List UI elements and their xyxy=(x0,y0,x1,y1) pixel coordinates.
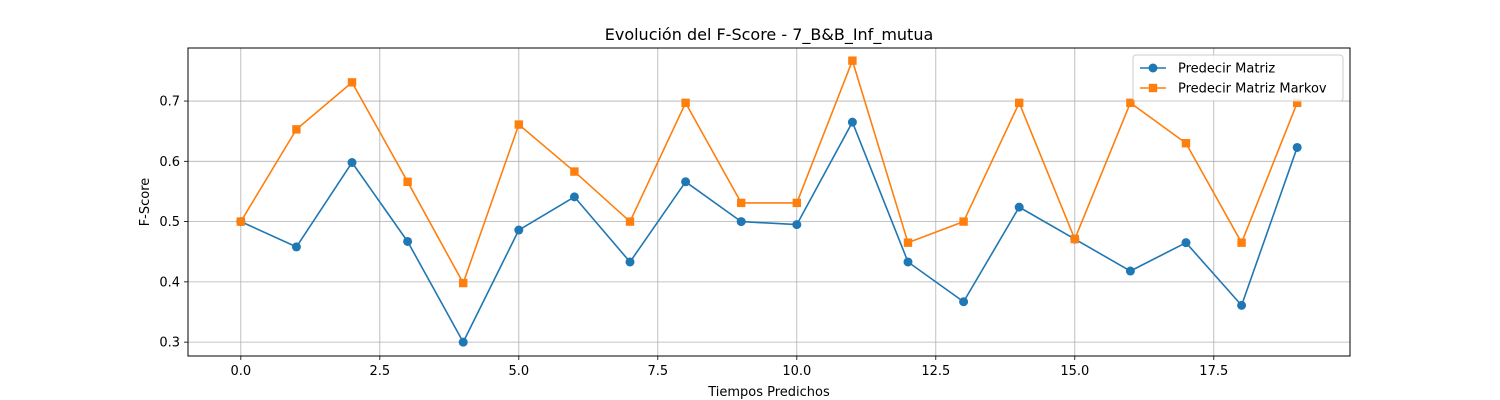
y-tick-label: 0.4 xyxy=(159,275,180,290)
x-tick-label: 10.0 xyxy=(782,364,811,379)
y-tick-label: 0.7 xyxy=(159,95,180,110)
series-1 xyxy=(236,117,1302,347)
data-point-circle xyxy=(458,337,468,347)
data-point-circle xyxy=(625,257,635,267)
data-point-square xyxy=(459,278,468,288)
data-point-square xyxy=(1070,234,1079,244)
y-tick-label: 0.5 xyxy=(159,215,180,230)
data-point-square xyxy=(570,167,579,176)
data-point-circle xyxy=(569,192,579,202)
legend-marker-square xyxy=(1148,83,1158,93)
data-point-circle xyxy=(736,217,746,227)
plot-frame xyxy=(187,47,1351,357)
data-point-square xyxy=(403,177,412,187)
data-point-square xyxy=(1292,98,1302,108)
x-tick-label: 17.5 xyxy=(1199,364,1228,379)
data-point-square xyxy=(292,125,301,134)
y-tick-label: 0.6 xyxy=(159,155,180,170)
data-point-circle xyxy=(514,225,524,235)
data-point-circle xyxy=(403,236,413,246)
x-tick-label: 15.0 xyxy=(1060,364,1089,379)
x-tick-label: 7.5 xyxy=(647,364,668,379)
series-line xyxy=(240,121,1298,343)
data-point-circle xyxy=(847,117,857,127)
data-point-circle xyxy=(959,297,969,307)
data-point-square xyxy=(1181,139,1191,148)
legend-box xyxy=(1132,54,1344,102)
data-point-square xyxy=(1237,238,1246,247)
data-point-square xyxy=(792,198,801,208)
data-point-square xyxy=(1126,98,1135,108)
x-tick-label: 0.0 xyxy=(230,364,251,379)
data-point-circle xyxy=(1014,202,1024,212)
data-point-circle xyxy=(1292,142,1302,152)
data-point-square xyxy=(737,198,746,208)
data-point-circle xyxy=(1181,238,1191,248)
series-2 xyxy=(236,56,1302,288)
data-point-square xyxy=(903,238,913,247)
data-point-circle xyxy=(681,177,691,187)
x-tick-label: 2.5 xyxy=(369,364,390,379)
legend-marker-circle xyxy=(1148,63,1158,73)
data-point-square xyxy=(1014,98,1024,108)
data-point-circle xyxy=(291,242,301,252)
legend: Predecir Matriz Predecir Matriz Markov xyxy=(1132,54,1344,102)
series-layer xyxy=(236,56,1302,347)
chart-title: Evolución del F-Score - 7_B&B_Inf_mutua xyxy=(605,25,934,45)
y-tick-label: 0.3 xyxy=(159,336,180,351)
x-tick-label: 12.5 xyxy=(921,364,950,379)
series-line xyxy=(240,59,1298,284)
data-point-circle xyxy=(347,158,357,168)
data-point-square xyxy=(347,78,357,87)
data-point-circle xyxy=(1125,266,1135,276)
y-ticks: 0.3 0.4 0.5 0.6 0.7 xyxy=(159,95,188,351)
x-tick-label: 5.0 xyxy=(508,364,529,379)
data-point-square xyxy=(848,56,857,65)
data-point-circle xyxy=(792,220,802,230)
data-point-square xyxy=(236,217,246,226)
data-point-square xyxy=(681,98,690,108)
data-point-square xyxy=(514,120,524,129)
legend-label: Predecir Matriz xyxy=(1178,62,1275,77)
y-axis-label: F-Score xyxy=(138,178,153,227)
x-ticks: 0.0 2.5 5.0 7.5 10.0 12.5 15.0 17.5 xyxy=(230,356,1228,379)
legend-label: Predecir Matriz Markov xyxy=(1178,82,1327,97)
x-axis-label: Tiempos Predichos xyxy=(707,385,830,400)
data-point-square xyxy=(959,217,968,226)
data-point-circle xyxy=(1237,300,1247,310)
data-point-circle xyxy=(903,257,913,267)
data-point-square xyxy=(625,217,635,226)
